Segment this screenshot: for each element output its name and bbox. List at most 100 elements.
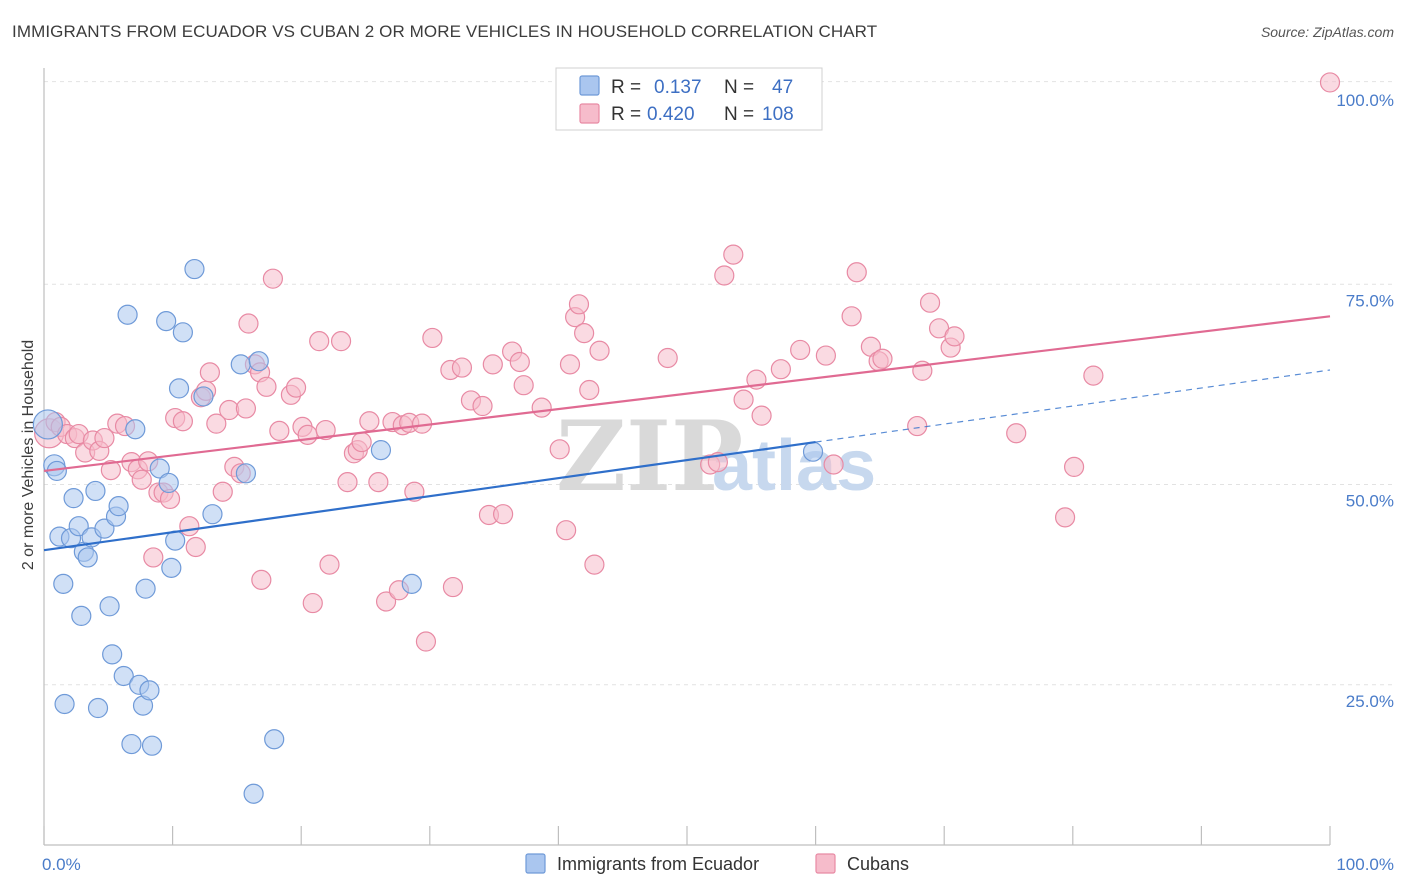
pink-point-74 <box>509 351 530 373</box>
blue-point-37 <box>193 386 214 407</box>
pink-point-40 <box>269 420 290 441</box>
blue-point-38 <box>202 504 223 525</box>
legend-swatch-cubans <box>579 103 600 124</box>
pink-point-71 <box>482 354 503 375</box>
pink-point-84 <box>584 554 605 575</box>
blue-point-29 <box>149 458 170 479</box>
chart-title: IMMIGRANTS FROM ECUADOR VS CUBAN 2 OR MO… <box>12 22 878 41</box>
pink-point-45 <box>302 592 323 614</box>
blue-point-8 <box>68 516 89 537</box>
blue-point-22 <box>121 733 142 755</box>
blue-point-31 <box>158 472 179 494</box>
pink-point-23 <box>179 516 200 537</box>
series-legend-swatch-cubans <box>815 853 836 874</box>
legend-r-label-cubans: R = <box>611 104 641 125</box>
blue-point-9 <box>71 605 92 627</box>
blue-point-30 <box>156 311 177 332</box>
x-axis-ticks <box>43 826 1331 845</box>
pink-point-67 <box>451 357 473 378</box>
pink-point-78 <box>556 520 577 541</box>
blue-point-43 <box>264 729 285 750</box>
legend-n-label-ecuador: N = <box>724 77 754 98</box>
pink-point-53 <box>351 431 372 453</box>
pink-point-81 <box>568 294 590 315</box>
pink-point-93 <box>751 405 772 426</box>
pink-point-47 <box>315 419 336 441</box>
blue-point-21 <box>117 304 138 325</box>
legend-r-value-ecuador: 0.137 <box>654 77 702 98</box>
pink-point-42 <box>285 377 307 398</box>
gridlines <box>44 81 1394 686</box>
blue-point-34 <box>168 378 190 399</box>
pink-point-98 <box>841 306 862 327</box>
legend-n-label-cubans: N = <box>724 104 754 125</box>
pink-point-113 <box>1319 72 1341 93</box>
series-legend-swatch-ecuador <box>525 853 546 874</box>
blue-point-33 <box>165 530 186 551</box>
series-legend-label-cubans: Cubans <box>847 854 909 874</box>
blue-point-7 <box>63 488 84 509</box>
pink-point-44 <box>297 424 318 445</box>
legend-n-value-ecuador: 47 <box>772 77 793 98</box>
x-tick-label-100: 100.0% <box>1336 855 1394 874</box>
pink-point-49 <box>330 331 352 352</box>
blue-point-23 <box>125 419 146 440</box>
pink-point-22 <box>172 411 193 432</box>
stats-legend: R = 0.137 N = 47 R = 0.420 N = 108 <box>555 67 823 131</box>
blue-point-16 <box>99 596 120 617</box>
x-tick-label-0: 0.0% <box>42 855 81 874</box>
pink-point-82 <box>574 323 595 344</box>
legend-r-label-ecuador: R = <box>611 77 641 98</box>
pink-point-33 <box>235 398 257 419</box>
y-tick-label-50: 50.0% <box>1346 492 1394 511</box>
pink-point-15 <box>131 469 152 490</box>
pink-point-99 <box>846 262 867 283</box>
pink-point-72 <box>493 504 514 525</box>
blue-point-13 <box>85 480 106 502</box>
pink-point-56 <box>375 591 397 612</box>
pink-point-61 <box>404 481 425 502</box>
watermark-atlas: atlas <box>712 426 876 506</box>
pink-point-48 <box>319 554 340 575</box>
series-legend-label-ecuador: Immigrants from Ecuador <box>557 854 759 874</box>
pink-point-110 <box>1054 507 1076 528</box>
trend-line-ecuador-extension <box>815 369 1331 443</box>
series-legend: Immigrants from Ecuador Cubans <box>525 853 909 874</box>
blue-point-19 <box>108 496 129 517</box>
legend-n-value-cubans: 108 <box>762 104 794 125</box>
pink-point-54 <box>359 411 380 432</box>
pink-point-24 <box>185 536 206 558</box>
blue-point-40 <box>235 463 257 484</box>
blue-point-5 <box>54 693 75 715</box>
pink-point-77 <box>549 439 570 460</box>
blue-point-11 <box>77 547 98 568</box>
pink-point-89 <box>714 265 735 286</box>
blue-point-4 <box>53 573 74 594</box>
legend-r-value-cubans: 0.420 <box>647 104 695 125</box>
blue-point-41 <box>243 783 264 804</box>
pink-point-27 <box>199 362 220 383</box>
pink-point-64 <box>422 327 443 349</box>
y-axis-title: 2 or more Vehicles in Household <box>20 340 37 570</box>
pink-point-79 <box>559 354 581 375</box>
trend-line-ecuador <box>43 440 816 552</box>
series-cubans-points <box>34 72 1341 652</box>
pink-point-29 <box>212 481 233 502</box>
pink-point-111 <box>1063 456 1085 478</box>
pink-point-86 <box>657 347 678 369</box>
pink-point-102 <box>872 348 893 369</box>
pink-point-103 <box>907 415 928 437</box>
blue-point-39 <box>230 354 251 375</box>
pink-point-10 <box>100 460 121 481</box>
pink-point-97 <box>823 454 844 475</box>
pink-point-112 <box>1083 365 1104 386</box>
stats-legend-box <box>555 67 823 131</box>
pink-point-85 <box>589 340 610 361</box>
blue-point-36 <box>184 258 205 280</box>
blue-point-0 <box>32 409 63 440</box>
pink-point-30 <box>219 399 240 421</box>
blue-point-42 <box>248 351 269 372</box>
blue-point-35 <box>172 322 193 343</box>
blue-point-45 <box>401 573 422 594</box>
